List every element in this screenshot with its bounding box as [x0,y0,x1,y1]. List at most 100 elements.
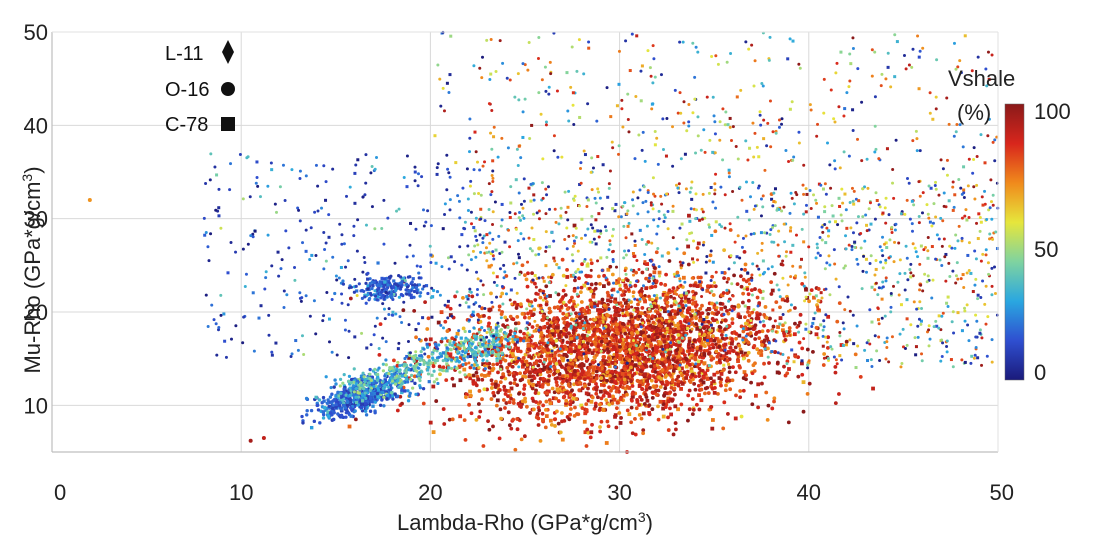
data-point [800,359,804,363]
data-point [519,156,523,160]
data-point [516,164,520,168]
data-point [695,246,700,250]
data-point [695,345,700,350]
data-point [889,310,893,314]
data-point [861,269,865,273]
data-point [717,324,722,329]
data-point [530,123,534,127]
data-point [918,262,922,266]
data-point [669,374,674,379]
data-point [497,436,502,441]
data-point [572,349,577,354]
data-point [802,192,806,196]
data-point [486,419,490,424]
data-point [516,239,520,243]
data-point [618,338,623,343]
data-point [637,133,641,137]
data-point [781,263,785,267]
data-point [707,191,711,195]
data-point [728,222,732,226]
data-point [855,221,859,225]
data-point [555,262,559,266]
data-point [508,245,512,249]
data-point [763,231,767,235]
data-point [517,365,521,369]
data-point [623,331,628,336]
data-point [743,351,748,356]
data-point [532,307,537,312]
data-point [700,295,704,299]
data-point [947,261,951,265]
data-point [701,192,705,196]
data-point [719,306,724,311]
data-point [903,347,907,351]
data-point [618,397,623,402]
data-point [739,284,744,289]
data-point [602,329,607,334]
data-point [677,304,681,308]
data-point [945,339,949,343]
data-point [641,431,646,436]
data-point [770,406,775,411]
data-point [814,256,818,260]
data-point [611,227,615,231]
data-point [614,265,618,269]
data-point [853,352,858,357]
data-point [597,366,602,371]
data-point [818,236,822,240]
data-point [693,312,697,316]
data-point [689,369,694,374]
data-point [976,356,980,360]
data-point [652,364,657,369]
data-point [926,256,930,260]
data-point [600,268,604,272]
data-point [428,337,433,342]
data-point [682,370,687,375]
data-point [768,232,772,236]
data-point [594,242,598,246]
data-point [852,202,856,206]
data-point [637,267,641,271]
data-point [615,400,620,405]
data-point [911,274,915,278]
data-point [591,226,595,230]
data-point [641,130,645,134]
data-point [649,203,653,207]
data-point [873,288,877,292]
data-point [526,338,531,342]
data-point [515,291,519,295]
data-point [820,225,824,229]
data-point [747,313,752,318]
data-point [870,285,874,289]
data-point [917,221,921,225]
data-point [861,215,865,219]
data-point [561,311,566,316]
data-point [881,285,885,289]
data-point [593,337,598,342]
data-point [800,227,804,231]
data-point [541,196,545,200]
data-point [554,320,558,324]
data-point [661,353,666,357]
data-point [723,348,727,352]
data-point [649,378,654,383]
data-point [680,222,684,226]
data-point [918,288,922,292]
data-point [939,359,943,363]
data-point [438,372,442,377]
data-point [823,223,827,227]
data-point [599,419,604,424]
data-point [687,388,692,393]
data-point [680,314,685,318]
data-point [714,220,718,224]
data-point [952,331,956,335]
data-point [698,346,703,351]
data-point [712,338,717,343]
data-point [544,89,548,93]
data-point [826,234,830,238]
data-point [910,222,914,226]
data-point [887,256,891,260]
data-point [861,187,865,191]
data-point [561,295,565,299]
data-point [599,339,604,344]
